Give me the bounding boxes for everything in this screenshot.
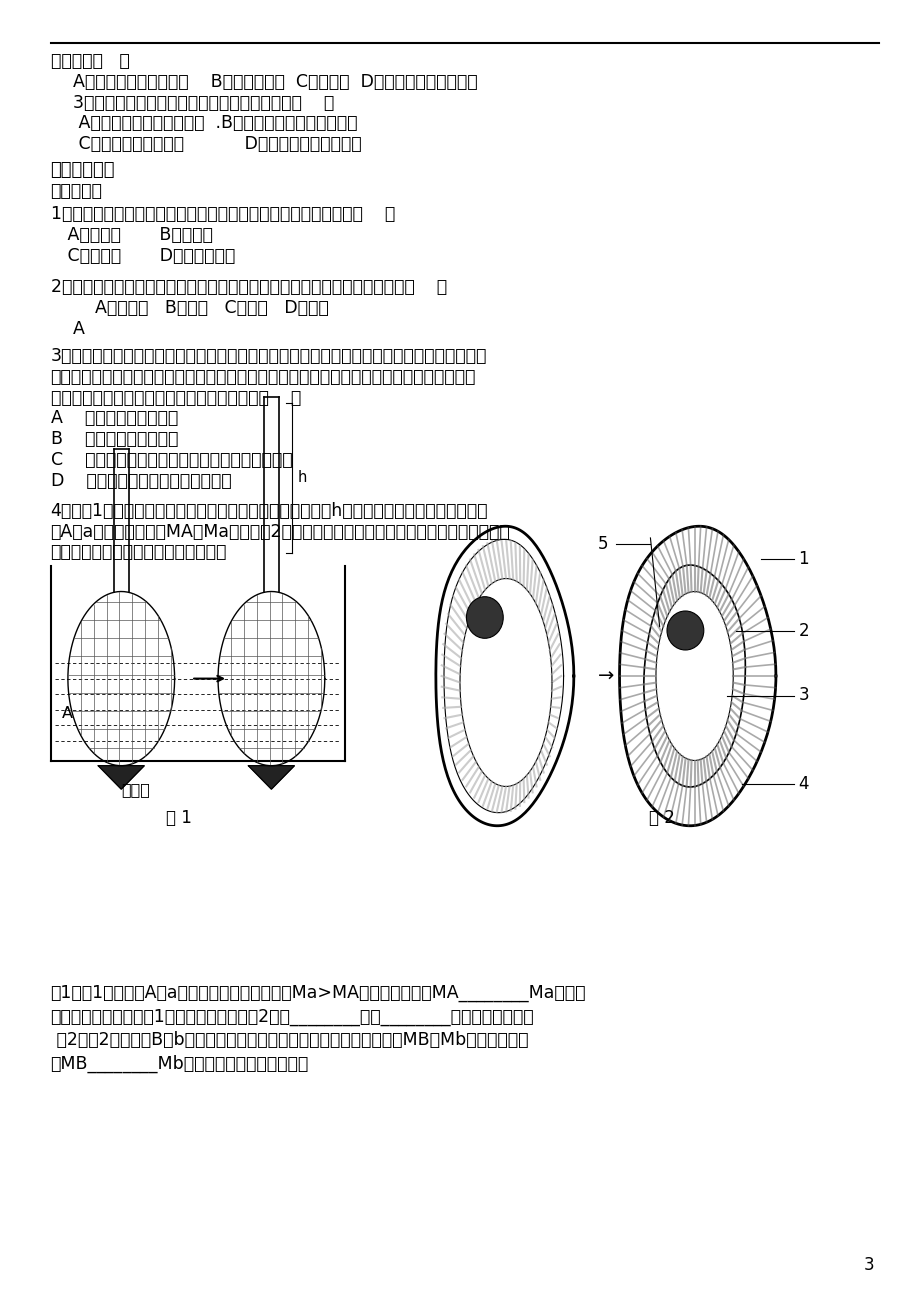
- Ellipse shape: [666, 611, 703, 650]
- Text: A、结构特点具有流动性    B、选择透过性  C、专一性  D、具有运输物质的功能: A、结构特点具有流动性 B、选择透过性 C、专一性 D、具有运输物质的功能: [51, 73, 477, 91]
- Ellipse shape: [466, 597, 503, 638]
- Text: 图 1: 图 1: [166, 809, 192, 827]
- Text: 质壁分离过程图。请根据图回答问题：: 质壁分离过程图。请根据图回答问题：: [51, 543, 227, 562]
- Text: 5: 5: [597, 536, 607, 554]
- Text: A、细胞膜具有选择透过性  .B、细胞膜具有一定的流动性: A、细胞膜具有选择透过性 .B、细胞膜具有一定的流动性: [51, 114, 357, 133]
- Polygon shape: [98, 766, 144, 789]
- Text: 3、变形虫可以吞噬整个细菌，这一事实说明了（    ）: 3、变形虫可以吞噬整个细菌，这一事实说明了（ ）: [51, 94, 334, 112]
- Text: 细胞膜的（   ）: 细胞膜的（ ）: [51, 52, 130, 70]
- Text: 宜条件下培养，保持其活性。会发生的现象是（    ）: 宜条件下培养，保持其活性。会发生的现象是（ ）: [51, 389, 301, 407]
- Text: 2: 2: [798, 623, 809, 640]
- Text: B    细胞表面发绿色荧光: B 细胞表面发绿色荧光: [51, 430, 177, 448]
- Text: 液A、a起始浓度分别用MA、Ma表示；图2表示一个洋葱鳞片叶表皮细胞放在蔗糖溶液后发生: 液A、a起始浓度分别用MA、Ma表示；图2表示一个洋葱鳞片叶表皮细胞放在蔗糖溶液…: [51, 523, 510, 541]
- Text: 于、等于、小于），图1中的半透膜相当于图2中的________，由________（填数字）组成。: 于、等于、小于），图1中的半透膜相当于图2中的________，由_______…: [51, 1008, 534, 1026]
- Text: 3．用红色荧光染料标记人细胞膜上的蛋白质，用绿色荧光染料标记鼠细胞膜上的蛋白质，把人: 3．用红色荧光染料标记人细胞膜上的蛋白质，用绿色荧光染料标记鼠细胞膜上的蛋白质，…: [51, 347, 486, 365]
- Text: 图 2: 图 2: [649, 809, 675, 827]
- Polygon shape: [248, 766, 294, 789]
- Text: A: A: [51, 320, 85, 338]
- Text: C、细胞膜具有全透性           D、细胞膜具有保护作用: C、细胞膜具有全透性 D、细胞膜具有保护作用: [51, 135, 361, 153]
- Text: 一、选择题: 一、选择题: [51, 182, 102, 200]
- Text: A、糖蛋白   B、磷脂   C、脂肪   D、核酸: A、糖蛋白 B、磷脂 C、脂肪 D、核酸: [51, 299, 328, 317]
- Text: 1．形虫表面的任何部位都能伸出伪足，这是依赖于细胞膜结构的（    ）: 1．形虫表面的任何部位都能伸出伪足，这是依赖于细胞膜结构的（ ）: [51, 205, 394, 224]
- Text: 2．胞膜上与细胞的识别、免疫反应、信息传递和血型决定有着密切关系的是（    ）: 2．胞膜上与细胞的识别、免疫反应、信息传递和血型决定有着密切关系的是（ ）: [51, 278, 447, 296]
- Text: 半透膜: 半透膜: [121, 783, 151, 798]
- Text: A: A: [62, 706, 73, 722]
- Text: C    细胞表面一半发红色荧光，另一半发绿色荧光: C 细胞表面一半发红色荧光，另一半发绿色荧光: [51, 451, 292, 469]
- Text: →: →: [597, 667, 614, 685]
- Text: 五、课后练习: 五、课后练习: [51, 161, 115, 179]
- Text: D    细胞表面红、绿色荧光均匀分布: D 细胞表面红、绿色荧光均匀分布: [51, 472, 231, 490]
- Text: 3: 3: [798, 686, 809, 705]
- Text: 后MB________Mb（填大于、等于、小于）。: 后MB________Mb（填大于、等于、小于）。: [51, 1054, 309, 1072]
- Text: h: h: [297, 471, 306, 485]
- Text: 1: 1: [798, 550, 809, 568]
- Text: 4: 4: [798, 775, 808, 793]
- Text: 4．下图1表示渗透作用装置，一段时间后液面上升的高度为h，其中半透膜为膀胱膜，装置溶: 4．下图1表示渗透作用装置，一段时间后液面上升的高度为h，其中半透膜为膀胱膜，装…: [51, 502, 488, 520]
- Text: A、通透性       B、流动性: A、通透性 B、流动性: [51, 226, 212, 244]
- Text: 3: 3: [862, 1256, 873, 1274]
- Text: （2）图2中，如果B、b分别表示蔗糖溶液和细胞液，且起始浓度分别为MB、Mb，则达到平衡: （2）图2中，如果B、b分别表示蔗糖溶液和细胞液，且起始浓度分别为MB、Mb，则…: [51, 1031, 528, 1049]
- Text: C、保护性       D、选择透过性: C、保护性 D、选择透过性: [51, 247, 234, 265]
- Text: 和鼠的两细胞融合，融合后的细胞一半发红色荧光，另一半发绿色荧光，将融合后的细胞在适: 和鼠的两细胞融合，融合后的细胞一半发红色荧光，另一半发绿色荧光，将融合后的细胞在…: [51, 368, 475, 386]
- Text: A    细胞表面发红色荧光: A 细胞表面发红色荧光: [51, 410, 177, 428]
- Text: （1）图1中，如果A、a均为蔗糖溶液，且开始时Ma>MA，则达到平衡后MA________Ma（填大: （1）图1中，如果A、a均为蔗糖溶液，且开始时Ma>MA，则达到平衡后MA___…: [51, 984, 585, 1002]
